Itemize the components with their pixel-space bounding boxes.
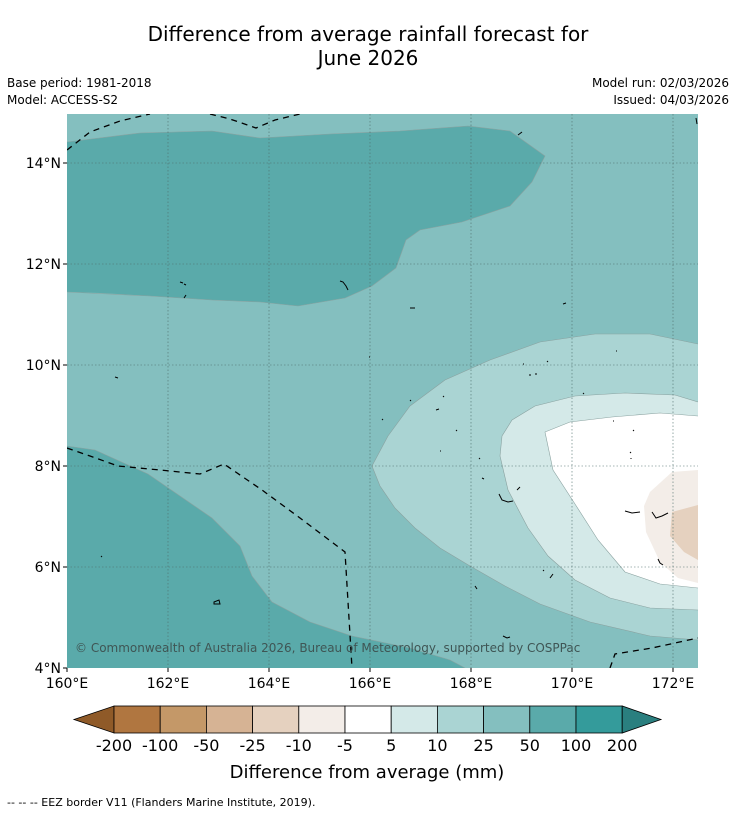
x-tick-label: 160°E [46,676,89,692]
colorbar-segment [344,705,392,734]
chart-title: Difference from average rainfall forecas… [147,22,589,70]
colorbar-tick-label: -200 [96,736,132,755]
y-tick-label: 12°N [26,257,61,273]
y-tick-label: 10°N [26,358,61,374]
meta-right: Model run: 02/03/2026 Issued: 04/03/2026 [592,75,729,109]
colorbar-tick-label: 200 [607,736,638,755]
contour-25-50-south [67,446,465,668]
issued-date: Issued: 04/03/2026 [613,93,729,107]
eez-border [67,114,698,668]
colorbar-tick-label: -10 [286,736,312,755]
base-period: Base period: 1981-2018 [7,76,152,90]
x-tick-label: 170°E [551,676,594,692]
island-outlines [100,117,698,639]
eez-footnote: -- -- -- EEZ border V11 (Flanders Marine… [7,796,316,809]
colorbar-segment [483,705,531,734]
contour-fills [67,114,698,668]
y-tick-label: 8°N [35,459,61,475]
colorbar-segment [298,705,346,734]
colorbar-arrow-left [72,705,115,734]
y-tick-label: 14°N [26,156,61,172]
x-tick-label: 166°E [349,676,392,692]
contour-25-50-north [67,126,545,306]
colorbar-segment [529,705,577,734]
colorbar-tick-label: -25 [240,736,266,755]
model-name: Model: ACCESS-S2 [7,93,119,107]
colorbar-title: Difference from average (mm) [230,762,505,783]
colorbar-segment [575,705,623,734]
colorbar-segment [390,705,438,734]
x-tick-label: 162°E [147,676,190,692]
colorbar-labels: -200 -100 -50 -25 -10 -5 5 10 25 50 100 200 [96,736,638,755]
x-tick-label: 172°E [652,676,695,692]
copyright-text: © Commonwealth of Australia 2026, Bureau… [75,641,580,655]
colorbar-segment [159,705,207,734]
y-axis-labels: 14°N 12°N 10°N 8°N 6°N 4°N [26,156,61,677]
y-tick-label: 4°N [35,661,61,677]
axis-ticks [63,162,674,672]
colorbar-tick-label: -100 [142,736,178,755]
contour-neg25 [670,505,698,560]
colorbar-tick-label: -5 [337,736,353,755]
colorbar-segment [205,705,253,734]
contour-lines [67,125,698,668]
colorbar-segment [252,705,300,734]
gridlines [67,114,698,668]
meta-left: Base period: 1981-2018 Model: ACCESS-S2 [7,75,152,109]
colorbar-tick-label: 25 [473,736,493,755]
x-tick-label: 164°E [248,676,291,692]
colorbar-tick-label: 5 [386,736,396,755]
colorbar-tick-label: 50 [520,736,540,755]
model-run: Model run: 02/03/2026 [591,76,729,90]
colorbar-segment [113,705,161,734]
x-axis-labels: 160°E 162°E 164°E 166°E 168°E 170°E 172°… [46,676,695,692]
colorbar-tick-label: -50 [193,736,219,755]
y-tick-label: 6°N [35,560,61,576]
colorbar [72,705,663,734]
colorbar-segment [436,705,484,734]
x-tick-label: 168°E [450,676,493,692]
colorbar-arrow-right [621,705,663,734]
colorbar-tick-label: 100 [561,736,592,755]
colorbar-tick-label: 10 [427,736,447,755]
